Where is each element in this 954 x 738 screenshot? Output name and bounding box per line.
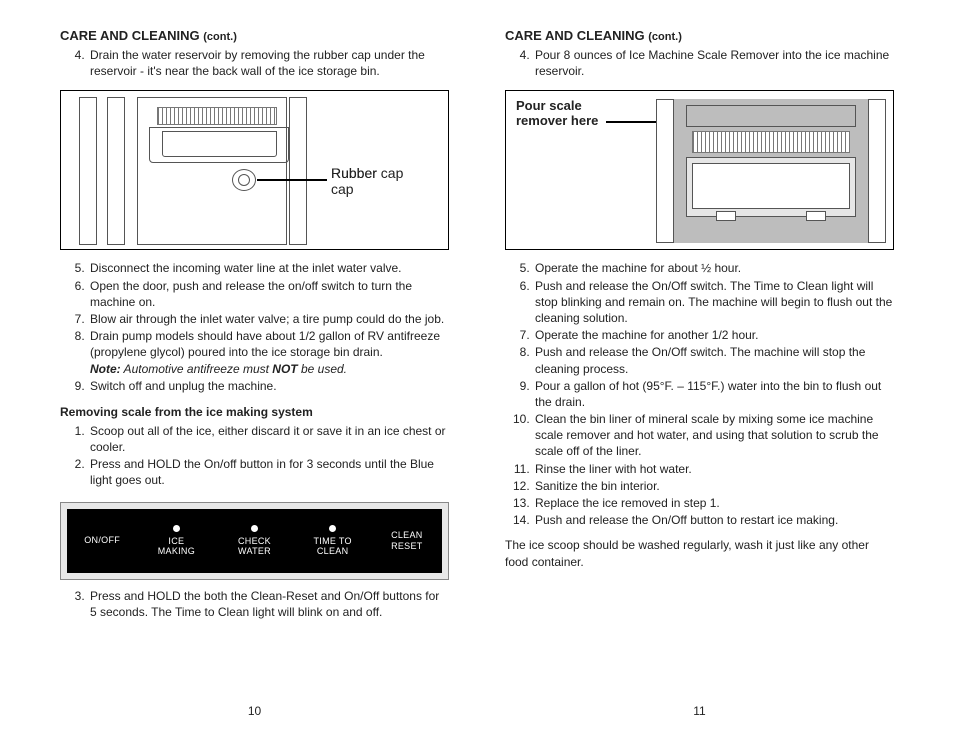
step-item: Drain pump models should have about 1/2 … — [88, 328, 449, 377]
steps-left-d: Press and HOLD the both the Clean-Reset … — [60, 588, 449, 621]
led-icon — [173, 525, 180, 532]
step-item: Press and HOLD the On/off button in for … — [88, 456, 449, 488]
led-icon — [251, 525, 258, 532]
steps-left-c: Scoop out all of the ice, either discard… — [60, 423, 449, 490]
figure-pour-scale-remover: Pour scaleremover here — [505, 90, 894, 250]
figure-control-panel: ON/OFF ICEMAKING CHECKWATER TIME TOCLEAN… — [60, 502, 449, 580]
steps-right-a: Pour 8 ounces of Ice Machine Scale Remov… — [505, 47, 894, 80]
step-item: Push and release the On/Off button to re… — [533, 512, 894, 528]
figure-rubber-cap: Rubber cap Rubbercap — [60, 90, 449, 250]
step-item: Pour 8 ounces of Ice Machine Scale Remov… — [533, 47, 894, 79]
panel-onoff: ON/OFF — [67, 509, 137, 573]
step-item: Operate the machine for about ½ hour. — [533, 260, 894, 276]
step-item: Push and release the On/Off switch. The … — [533, 278, 894, 327]
step-item: Disconnect the incoming water line at th… — [88, 260, 449, 276]
heading-left: CARE AND CLEANING (cont.) — [60, 28, 449, 43]
step-item: Rinse the liner with hot water. — [533, 461, 894, 477]
step-item: Pour a gallon of hot (95°F. – 115°F.) wa… — [533, 378, 894, 410]
fig2-label: Pour scaleremover here — [516, 99, 606, 129]
panel-check-water: CHECKWATER — [215, 509, 293, 573]
step-item: Operate the machine for another 1/2 hour… — [533, 327, 894, 343]
subhead-removing-scale: Removing scale from the ice making syste… — [60, 405, 449, 419]
heading-text: CARE AND CLEANING — [505, 28, 645, 43]
step-item: Press and HOLD the both the Clean-Reset … — [88, 588, 449, 620]
steps-left-a: Drain the water reservoir by removing th… — [60, 47, 449, 80]
heading-right: CARE AND CLEANING (cont.) — [505, 28, 894, 43]
page-number-left: 10 — [60, 684, 449, 718]
panel-time-to-clean: TIME TOCLEAN — [294, 509, 372, 573]
steps-left-b: Disconnect the incoming water line at th… — [60, 260, 449, 395]
step-item: Blow air through the inlet water valve; … — [88, 311, 449, 327]
page-number-right: 11 — [505, 684, 894, 718]
step-item: Clean the bin liner of mineral scale by … — [533, 411, 894, 460]
tail-paragraph: The ice scoop should be washed regularly… — [505, 537, 894, 569]
step-item: Replace the ice removed in step 1. — [533, 495, 894, 511]
page-left: CARE AND CLEANING (cont.) Drain the wate… — [40, 28, 477, 718]
heading-cont: (cont.) — [648, 31, 682, 43]
step-item: Push and release the On/Off switch. The … — [533, 344, 894, 376]
step-item: Drain the water reservoir by removing th… — [88, 47, 449, 79]
heading-text: CARE AND CLEANING — [60, 28, 200, 43]
step-item: Scoop out all of the ice, either discard… — [88, 423, 449, 455]
panel-clean-reset: CLEANRESET — [372, 509, 442, 573]
page-right: CARE AND CLEANING (cont.) Pour 8 ounces … — [477, 28, 914, 718]
step-item: Sanitize the bin interior. — [533, 478, 894, 494]
led-icon — [329, 525, 336, 532]
step-item: Open the door, push and release the on/o… — [88, 278, 449, 310]
panel-ice-making: ICEMAKING — [137, 509, 215, 573]
heading-cont: (cont.) — [203, 31, 237, 43]
steps-right-b: Operate the machine for about ½ hour. Pu… — [505, 260, 894, 529]
step-item: Switch off and unplug the machine. — [88, 378, 449, 394]
